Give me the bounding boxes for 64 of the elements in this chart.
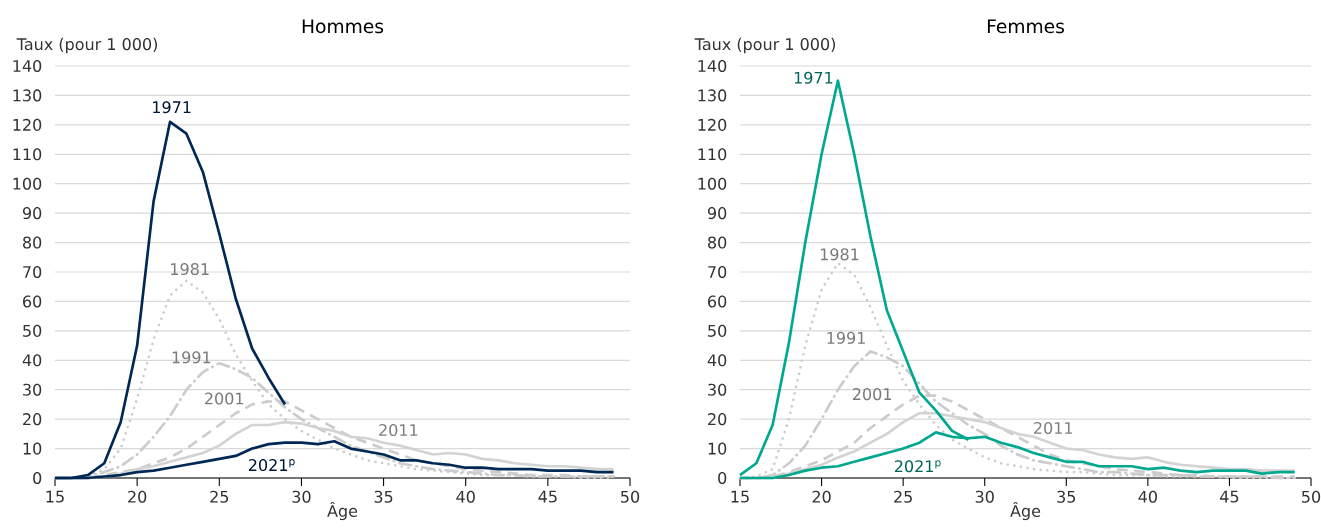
x-tick-label: 15 bbox=[731, 490, 749, 503]
x-tick-label: 20 bbox=[812, 490, 831, 503]
x-tick-label: 30 bbox=[975, 490, 994, 503]
x-tick-label: 50 bbox=[1302, 490, 1321, 503]
y-tick-label: 0 bbox=[33, 471, 42, 485]
y-tick-label: 70 bbox=[23, 265, 42, 279]
y-tick-label: 120 bbox=[698, 118, 727, 131]
y-tick-label: 140 bbox=[13, 59, 42, 73]
y-tick-label: 110 bbox=[13, 148, 42, 161]
y-tick-label: 50 bbox=[708, 324, 727, 337]
y-tick-label: 80 bbox=[708, 236, 727, 249]
y-tick-label: 120 bbox=[13, 118, 42, 131]
y-tick-label: 100 bbox=[13, 177, 42, 190]
y-axis-title: Taux (pour 1 000) bbox=[16, 37, 158, 54]
y-tick-label: 10 bbox=[708, 442, 727, 455]
series-label: 2021$^{p}$ bbox=[248, 459, 295, 472]
x-tick-label: 20 bbox=[128, 490, 147, 503]
chart-title: Hommes bbox=[302, 19, 384, 34]
x-tick-label: 40 bbox=[1138, 490, 1157, 503]
x-tick-label: 15 bbox=[46, 490, 64, 503]
series-label: 2021$^{p}$ bbox=[894, 460, 941, 473]
x-tick-label: 25 bbox=[894, 490, 912, 503]
y-tick-label: 30 bbox=[708, 383, 727, 396]
y-tick-label: 70 bbox=[708, 265, 727, 279]
y-tick-label: 40 bbox=[22, 354, 42, 367]
y-tick-label: 10 bbox=[23, 442, 42, 455]
y-tick-label: 20 bbox=[708, 413, 727, 426]
x-tick-label: 35 bbox=[1057, 490, 1076, 503]
series-label: 2011 bbox=[379, 423, 418, 437]
y-tick-label: 90 bbox=[707, 207, 727, 220]
y-tick-label: 40 bbox=[707, 354, 727, 367]
x-tick-label: 35 bbox=[374, 490, 393, 503]
y-tick-label: 0 bbox=[718, 471, 727, 485]
y-tick-label: 60 bbox=[708, 295, 727, 308]
series-label: 1991 bbox=[827, 331, 865, 344]
y-tick-label: 140 bbox=[698, 59, 727, 73]
y-tick-label: 20 bbox=[23, 413, 42, 426]
y-tick-label: 130 bbox=[13, 89, 42, 102]
chart-title: Femmes bbox=[987, 19, 1064, 34]
x-tick-label: 45 bbox=[538, 490, 557, 503]
y-tick-label: 90 bbox=[22, 207, 42, 220]
series-label: 2001 bbox=[852, 388, 892, 401]
series-label: 1971 bbox=[153, 101, 191, 114]
y-axis-title: Taux (pour 1 000) bbox=[694, 37, 836, 54]
series-label: 2001 bbox=[205, 392, 244, 405]
series-label: 2011 bbox=[1034, 421, 1073, 435]
y-tick-label: 110 bbox=[698, 148, 727, 161]
series-label: 1981 bbox=[171, 263, 209, 276]
series-label: 1971 bbox=[794, 71, 833, 84]
x-tick-label: 45 bbox=[1220, 490, 1239, 503]
x-tick-label: 50 bbox=[621, 490, 640, 503]
series-label: 1981 bbox=[820, 248, 859, 261]
y-tick-label: 30 bbox=[23, 383, 42, 396]
y-tick-label: 100 bbox=[698, 177, 727, 190]
x-tick-label: 25 bbox=[210, 490, 229, 503]
y-tick-label: 50 bbox=[23, 324, 42, 337]
series-label: 1991 bbox=[172, 351, 211, 364]
x-axis-title: Âge bbox=[327, 501, 358, 521]
x-tick-label: 30 bbox=[292, 490, 311, 503]
y-tick-label: 60 bbox=[23, 295, 42, 308]
x-tick-label: 40 bbox=[456, 490, 475, 503]
x-axis-title: Âge bbox=[1010, 501, 1041, 521]
y-tick-label: 130 bbox=[698, 89, 727, 102]
y-tick-label: 80 bbox=[23, 236, 42, 249]
